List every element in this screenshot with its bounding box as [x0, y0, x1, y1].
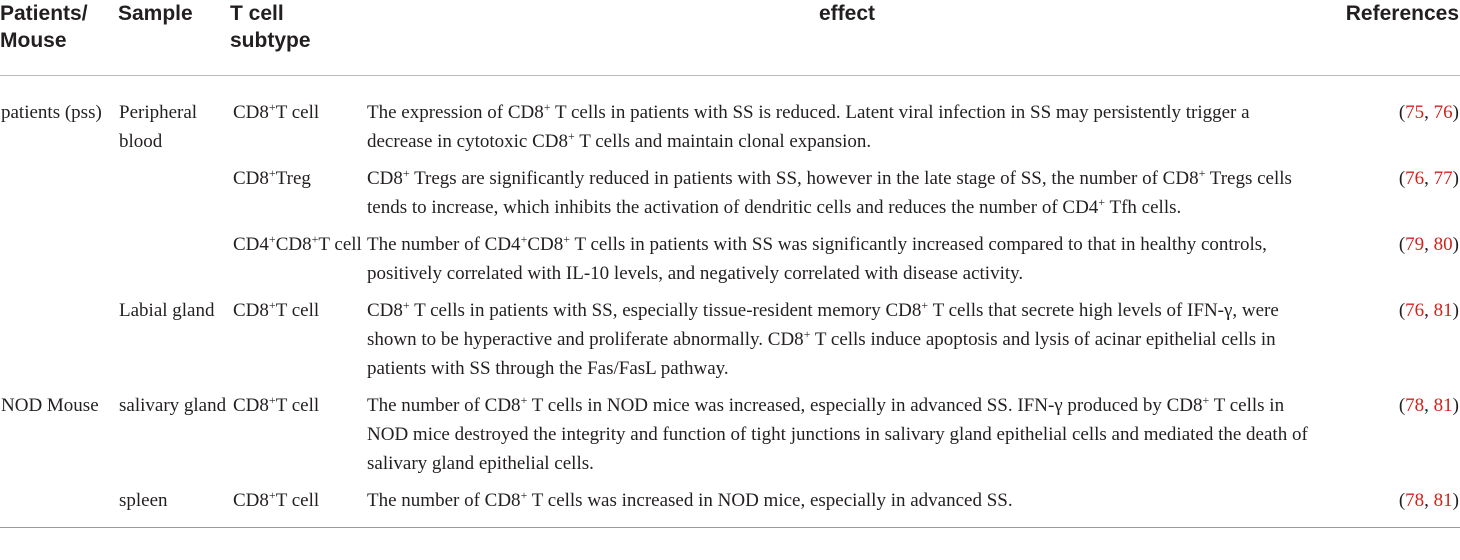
header-references: References: [1330, 0, 1460, 76]
cell-sample: salivary gland: [119, 395, 227, 416]
reference-link[interactable]: 75: [1405, 102, 1425, 123]
cell-sample: [118, 156, 230, 222]
cell-subtype: CD8+T cell: [230, 478, 364, 528]
cell-sample: [118, 222, 230, 288]
cell-effect: The number of CD4+CD8+ T cells in patien…: [367, 232, 1267, 284]
cell-references: (78, 81): [1398, 395, 1459, 416]
table-row: CD4+CD8+T cell The number of CD4+CD8+ T …: [0, 222, 1460, 288]
reference-link[interactable]: 76: [1405, 168, 1425, 189]
cell-sample: Labial gland: [119, 300, 215, 321]
cell-effect: CD8+ Tregs are significantly reduced in …: [367, 166, 1292, 218]
header-row: Patients/ Mouse Sample T cell subtype ef…: [0, 0, 1460, 76]
cell-sample: Peripheral blood: [119, 102, 198, 152]
reference-link[interactable]: 78: [1405, 490, 1425, 511]
cell-effect: The expression of CD8+ T cells in patien…: [367, 100, 1250, 152]
cell-references: (76, 77): [1398, 168, 1459, 189]
table-row: Labial gland CD8+T cell CD8+ T cells in …: [0, 288, 1460, 383]
cell-patients: [0, 156, 118, 222]
table-row: CD8+Treg CD8+ Tregs are significantly re…: [0, 156, 1460, 222]
reference-link[interactable]: 81: [1433, 300, 1453, 321]
table-row: patients (pss) Peripheral blood CD8+T ce…: [0, 76, 1460, 157]
cell-patients: NOD Mouse: [1, 395, 99, 416]
reference-link[interactable]: 80: [1433, 234, 1453, 255]
reference-link[interactable]: 81: [1433, 490, 1453, 511]
reference-link[interactable]: 76: [1405, 300, 1425, 321]
reference-link[interactable]: 79: [1405, 234, 1425, 255]
cell-subtype: CD8+T cell: [233, 298, 320, 321]
cell-effect: The number of CD8+ T cells in NOD mice w…: [367, 393, 1308, 474]
cell-subtype: CD8+T cell: [233, 100, 320, 123]
reference-link[interactable]: 78: [1405, 395, 1425, 416]
table-row: NOD Mouse salivary gland CD8+T cell The …: [0, 383, 1460, 478]
cell-patients: [0, 288, 118, 383]
t-cell-table: Patients/ Mouse Sample T cell subtype ef…: [0, 0, 1460, 528]
cell-patients: [0, 478, 118, 528]
cell-subtype: CD8+T cell: [233, 393, 320, 416]
header-effect: effect: [364, 0, 1330, 76]
cell-references: (79, 80): [1398, 234, 1459, 255]
table-row: spleen CD8+T cell The number of CD8+ T c…: [0, 478, 1460, 528]
reference-link[interactable]: 76: [1433, 102, 1453, 123]
cell-effect: The number of CD8+ T cells was increased…: [364, 478, 1330, 528]
cell-patients: [0, 222, 118, 288]
cell-sample: spleen: [118, 478, 230, 528]
cell-effect: CD8+ T cells in patients with SS, especi…: [367, 298, 1279, 379]
cell-references: (78, 81): [1330, 478, 1460, 528]
header-t-cell-subtype: T cell subtype: [230, 0, 364, 76]
header-sample: Sample: [118, 0, 230, 76]
cell-patients: patients (pss): [1, 102, 102, 123]
cell-references: (75, 76): [1398, 102, 1459, 123]
reference-link[interactable]: 81: [1433, 395, 1453, 416]
header-patients-mouse: Patients/ Mouse: [0, 0, 118, 76]
cell-references: (76, 81): [1398, 300, 1459, 321]
cell-subtype: CD4+CD8+T cell: [233, 232, 362, 255]
reference-link[interactable]: 77: [1433, 168, 1453, 189]
cell-subtype: CD8+Treg: [233, 166, 311, 189]
